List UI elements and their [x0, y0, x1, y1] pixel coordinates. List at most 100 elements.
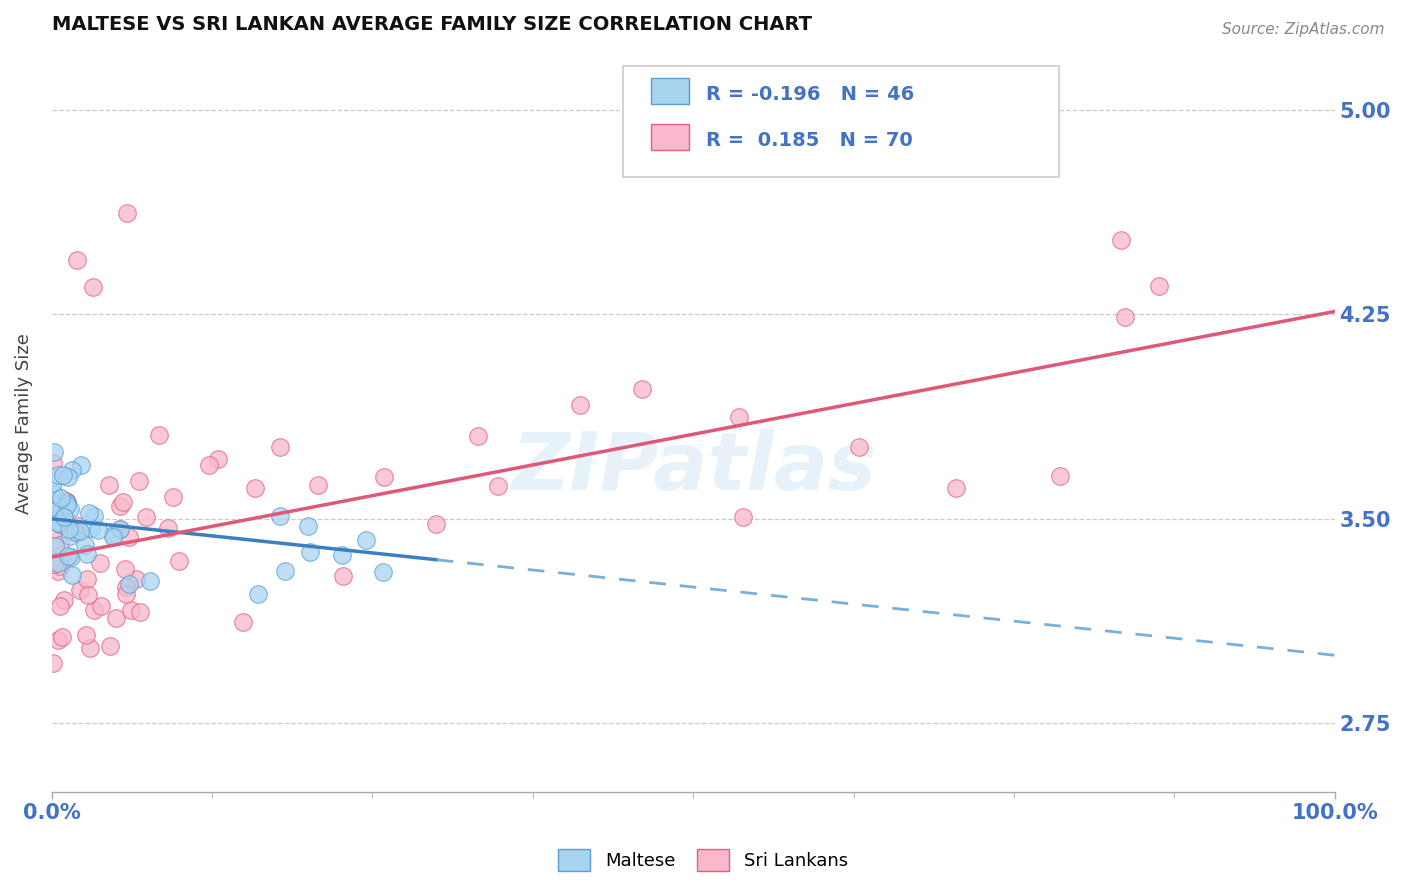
- Point: [90, 599, 112, 613]
- Point: [49, 516, 72, 531]
- Point: [42, 487, 65, 501]
- Point: [52, 467, 75, 482]
- Point: [79, 506, 101, 520]
- Point: [53, 510, 76, 524]
- Point: [97, 478, 120, 492]
- Point: [129, 605, 152, 619]
- Point: [945, 481, 967, 495]
- Point: [42, 504, 65, 518]
- Point: [55, 495, 77, 509]
- Point: [58, 522, 80, 536]
- Point: [42, 497, 65, 511]
- Y-axis label: Average Family Size: Average Family Size: [15, 333, 32, 514]
- Point: [425, 517, 447, 532]
- Point: [66, 252, 89, 267]
- Point: [51, 630, 73, 644]
- Point: [42, 555, 65, 569]
- Point: [49, 538, 72, 552]
- Point: [486, 479, 509, 493]
- Point: [59, 549, 82, 564]
- Text: MALTESE VS SRI LANKAN AVERAGE FAMILY SIZE CORRELATION CHART: MALTESE VS SRI LANKAN AVERAGE FAMILY SIZ…: [52, 15, 811, 34]
- Point: [60, 463, 83, 477]
- Point: [110, 522, 132, 536]
- Point: [83, 509, 105, 524]
- Point: [118, 577, 141, 591]
- FancyBboxPatch shape: [651, 78, 689, 104]
- Point: [373, 470, 395, 484]
- Point: [631, 382, 654, 396]
- Point: [56, 499, 79, 513]
- Point: [58, 529, 80, 543]
- Point: [48, 516, 70, 530]
- Point: [52, 509, 75, 524]
- Point: [1149, 279, 1171, 293]
- Point: [297, 519, 319, 533]
- Point: [1109, 233, 1132, 247]
- Point: [49, 516, 72, 531]
- Point: [65, 524, 87, 539]
- Text: R = -0.196   N = 46: R = -0.196 N = 46: [706, 85, 914, 104]
- Point: [156, 521, 179, 535]
- Point: [42, 657, 65, 671]
- Point: [273, 564, 295, 578]
- Point: [69, 583, 91, 598]
- Point: [138, 574, 160, 588]
- Point: [55, 493, 77, 508]
- Point: [118, 530, 141, 544]
- Point: [76, 572, 98, 586]
- Point: [44, 539, 66, 553]
- Point: [46, 556, 69, 570]
- Point: [87, 523, 110, 537]
- Point: [162, 491, 184, 505]
- Point: [58, 470, 80, 484]
- Point: [135, 509, 157, 524]
- Point: [246, 587, 269, 601]
- Point: [76, 588, 98, 602]
- Point: [269, 440, 291, 454]
- Point: [114, 587, 136, 601]
- Text: ZIPatlas: ZIPatlas: [510, 428, 876, 507]
- Point: [42, 476, 65, 491]
- Point: [243, 481, 266, 495]
- FancyBboxPatch shape: [651, 123, 689, 150]
- Point: [114, 580, 136, 594]
- Point: [52, 547, 75, 561]
- Legend: Maltese, Sri Lankans: Maltese, Sri Lankans: [551, 842, 855, 879]
- Point: [1114, 310, 1136, 324]
- Point: [76, 547, 98, 561]
- Point: [103, 527, 125, 541]
- Point: [60, 568, 83, 582]
- Point: [49, 599, 72, 614]
- FancyBboxPatch shape: [623, 66, 1059, 177]
- Point: [354, 533, 377, 547]
- Point: [65, 525, 87, 540]
- Point: [46, 564, 69, 578]
- Point: [79, 521, 101, 535]
- Point: [330, 549, 353, 563]
- Point: [269, 509, 291, 524]
- Point: [55, 496, 77, 510]
- Point: [108, 499, 131, 513]
- Point: [51, 491, 73, 505]
- Point: [298, 545, 321, 559]
- Point: [307, 478, 329, 492]
- Point: [52, 592, 75, 607]
- Point: [848, 440, 870, 454]
- Point: [115, 206, 138, 220]
- Point: [70, 458, 93, 472]
- Point: [44, 523, 66, 537]
- Point: [79, 640, 101, 655]
- Point: [49, 505, 72, 519]
- Text: Source: ZipAtlas.com: Source: ZipAtlas.com: [1222, 22, 1385, 37]
- Point: [112, 495, 135, 509]
- Point: [148, 428, 170, 442]
- Point: [569, 398, 592, 412]
- Point: [728, 410, 751, 425]
- Point: [467, 428, 489, 442]
- Point: [66, 519, 89, 533]
- Point: [46, 632, 69, 647]
- Point: [42, 557, 65, 571]
- Point: [103, 530, 125, 544]
- Point: [371, 565, 394, 579]
- Point: [332, 569, 354, 583]
